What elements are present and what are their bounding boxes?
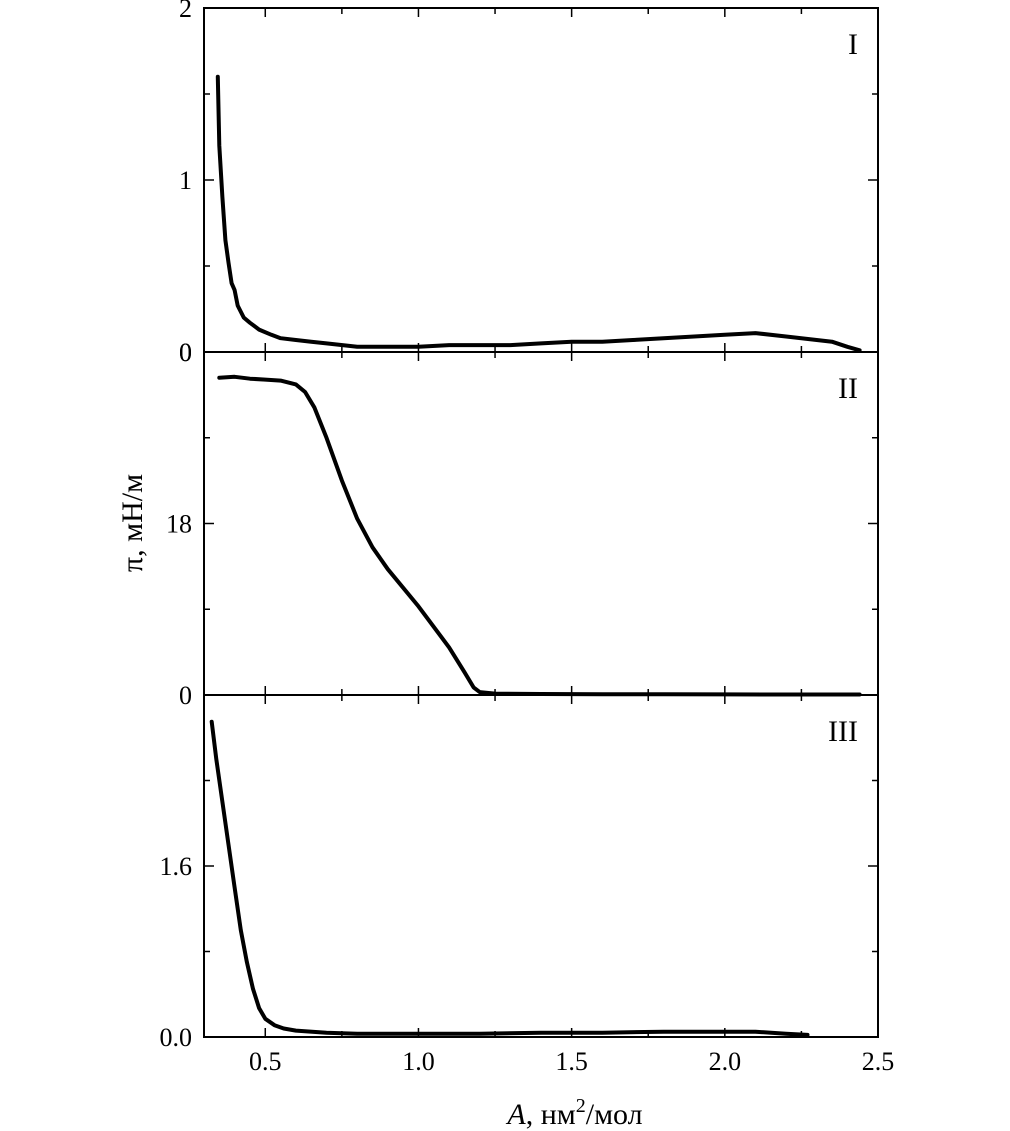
x-axis-title-tail: /мол xyxy=(586,1098,643,1131)
y-tick-label: 18 xyxy=(166,510,192,539)
panel-frame xyxy=(203,7,879,353)
series-line-I xyxy=(215,74,862,353)
y-tick-label: 0 xyxy=(179,681,192,710)
x-axis-title: A, нм2/мол xyxy=(505,1095,642,1131)
x-tick-label: 1.5 xyxy=(555,1047,588,1076)
x-axis-title-var: A xyxy=(505,1098,526,1131)
panel-label: II xyxy=(838,372,858,405)
panel-frame xyxy=(203,351,879,696)
x-tick-label: 2.5 xyxy=(862,1047,895,1076)
panel-label: III xyxy=(828,715,858,748)
series-line-II xyxy=(217,374,862,697)
x-tick-label: 1.0 xyxy=(402,1047,435,1076)
x-tick-label: 0.5 xyxy=(249,1047,282,1076)
y-tick-label: 0 xyxy=(179,338,192,367)
panel-2: 0 18 0 II xyxy=(166,338,879,710)
y-tick-label: 1.6 xyxy=(160,852,193,881)
panel-3: 0.0 1.6 III xyxy=(160,694,879,1052)
panel-1: 0 1 2 I xyxy=(179,0,879,367)
panel-label: I xyxy=(848,28,858,61)
y-axis-title: π, мН/м xyxy=(116,474,149,572)
x-tick-label: 2.0 xyxy=(709,1047,742,1076)
x-axis: 0.5 1.0 1.5 2.0 2.5 xyxy=(249,1047,894,1076)
y-tick-label: 0.0 xyxy=(160,1023,193,1052)
x-axis-title-sup: 2 xyxy=(576,1095,586,1117)
y-tick-label: 1 xyxy=(179,166,192,195)
y-tick-label: 2 xyxy=(179,0,192,23)
y-tick-label: 0 xyxy=(179,338,192,367)
panel-frame xyxy=(203,694,879,1038)
x-axis-title-unit: , нм xyxy=(526,1098,576,1131)
series-line-III xyxy=(209,719,810,1037)
